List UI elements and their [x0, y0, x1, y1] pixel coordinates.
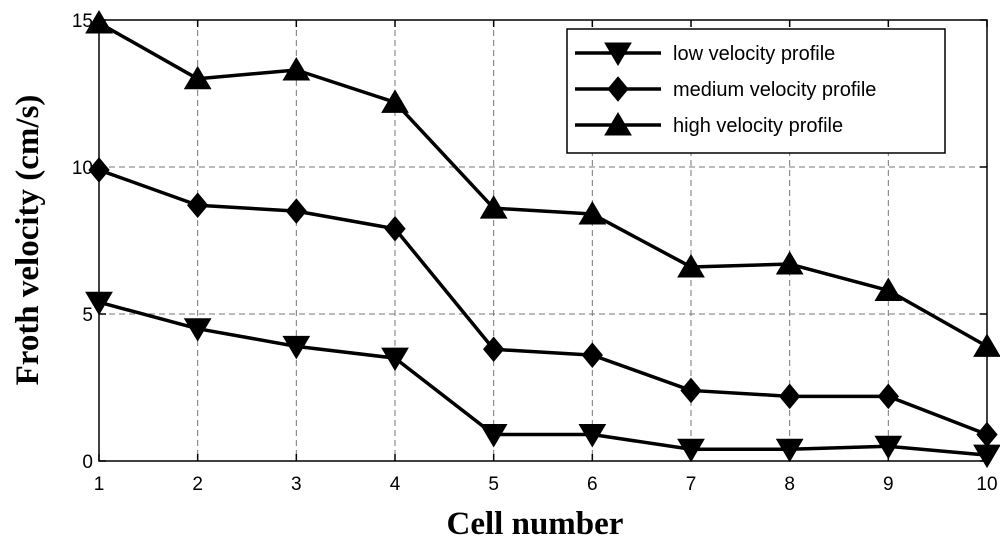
data-point [282, 335, 311, 360]
x-tick-label: 9 [883, 474, 894, 495]
data-point [874, 435, 903, 460]
data-point [183, 318, 212, 342]
data-point [282, 56, 311, 81]
series-triangle-up [85, 9, 1000, 357]
data-point [578, 201, 607, 225]
legend-label: high velocity profile [673, 115, 843, 137]
data-point [680, 377, 702, 404]
legend-label: medium velocity profile [673, 79, 876, 101]
data-point [479, 424, 508, 448]
legend-marker [604, 112, 632, 136]
data-point [677, 253, 705, 278]
legend: low velocity profile medium velocity prof… [566, 28, 946, 154]
legend-marker [607, 76, 629, 102]
x-axis-title: Cell number [447, 506, 624, 542]
data-point [973, 333, 1000, 357]
y-tick-label: 10 [72, 158, 93, 179]
data-point [874, 277, 903, 301]
x-tick-label: 8 [784, 474, 795, 495]
data-point [285, 198, 307, 224]
data-point [483, 336, 505, 363]
x-tick-label: 5 [488, 474, 499, 495]
data-point [479, 195, 508, 219]
plot-frame [98, 19, 988, 462]
data-point [775, 438, 804, 463]
series-diamond [88, 157, 998, 448]
data-point [183, 65, 212, 90]
data-point [85, 291, 113, 316]
x-tick-label: 3 [291, 474, 302, 495]
y-tick-label: 5 [82, 305, 93, 326]
data-point [779, 383, 801, 410]
data-point [88, 157, 110, 183]
data-point [187, 192, 209, 219]
tick-layer: 1 2 3 4 5 6 7 8 9 10 0 5 10 15 [72, 11, 998, 495]
x-tick-label: 10 [976, 474, 997, 495]
legend-label: low velocity profile [673, 43, 835, 65]
data-point [775, 251, 804, 275]
data-point [381, 89, 409, 113]
data-point [677, 438, 705, 463]
data-point [384, 215, 406, 242]
data-point [877, 383, 899, 410]
series-line [98, 300, 988, 457]
data-point [976, 421, 998, 448]
legend-item: high velocity profile [575, 112, 843, 137]
series-line [98, 21, 988, 348]
legend-marker [604, 42, 632, 66]
y-axis-title: Froth velocity (cm/s) [10, 95, 46, 386]
x-tick-label: 4 [390, 474, 401, 495]
x-tick-label: 2 [192, 474, 203, 495]
data-point [581, 342, 603, 368]
legend-item: low velocity profile [575, 42, 835, 66]
x-tick-label: 1 [94, 474, 105, 495]
series-line [98, 168, 988, 437]
x-tick-label: 6 [587, 474, 598, 495]
data-point [381, 347, 409, 372]
legend-item: medium velocity profile [575, 76, 876, 102]
series-layer [85, 9, 1000, 469]
series-triangle-down [85, 291, 1000, 469]
y-tick-label: 0 [82, 452, 93, 473]
x-tick-label: 7 [686, 474, 697, 495]
y-tick-label: 15 [72, 11, 93, 32]
data-point [578, 424, 607, 448]
